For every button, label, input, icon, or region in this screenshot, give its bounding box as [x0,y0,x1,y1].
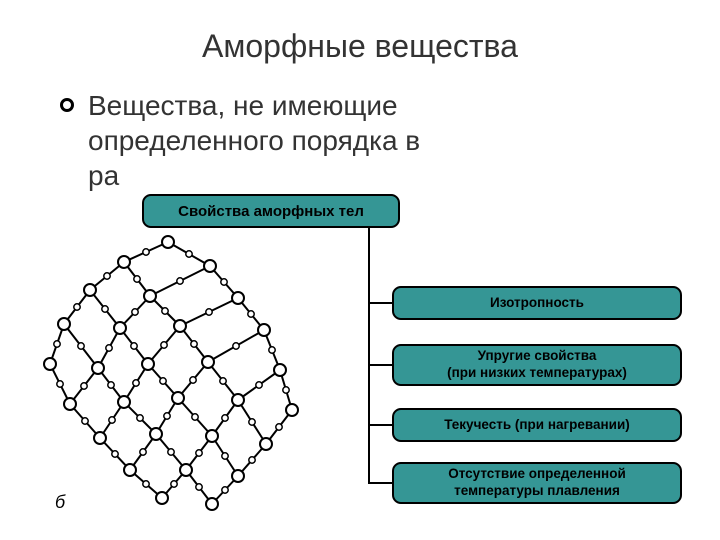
tree-trunk-line [368,228,370,484]
molecule-diagram [20,230,320,520]
molecule-label: б [55,492,65,513]
bullet-line3: ра [88,160,119,191]
property-box-4: Отсутствие определеннойтемпературы плавл… [392,462,682,504]
bullet-line2: определенного порядка в [88,125,420,156]
property-box-3: Текучесть (при нагревании) [392,408,682,442]
bullet-marker-icon [60,98,74,112]
bullet-text: Вещества, не имеющие определенного поряд… [88,88,420,193]
bullet-line1: Вещества, не имеющие [88,90,398,121]
tree-branch-line [368,364,392,366]
property-box-1: Изотропность [392,286,682,320]
tree-branch-line [368,482,392,484]
page-title: Аморфные вещества [0,0,720,65]
property-box-2: Упругие свойства(при низких температурах… [392,344,682,386]
tree-branch-line [368,302,392,304]
properties-root-box: Свойства аморфных тел [142,194,400,228]
bullet-item: Вещества, не имеющие определенного поряд… [60,88,420,193]
tree-branch-line [368,424,392,426]
